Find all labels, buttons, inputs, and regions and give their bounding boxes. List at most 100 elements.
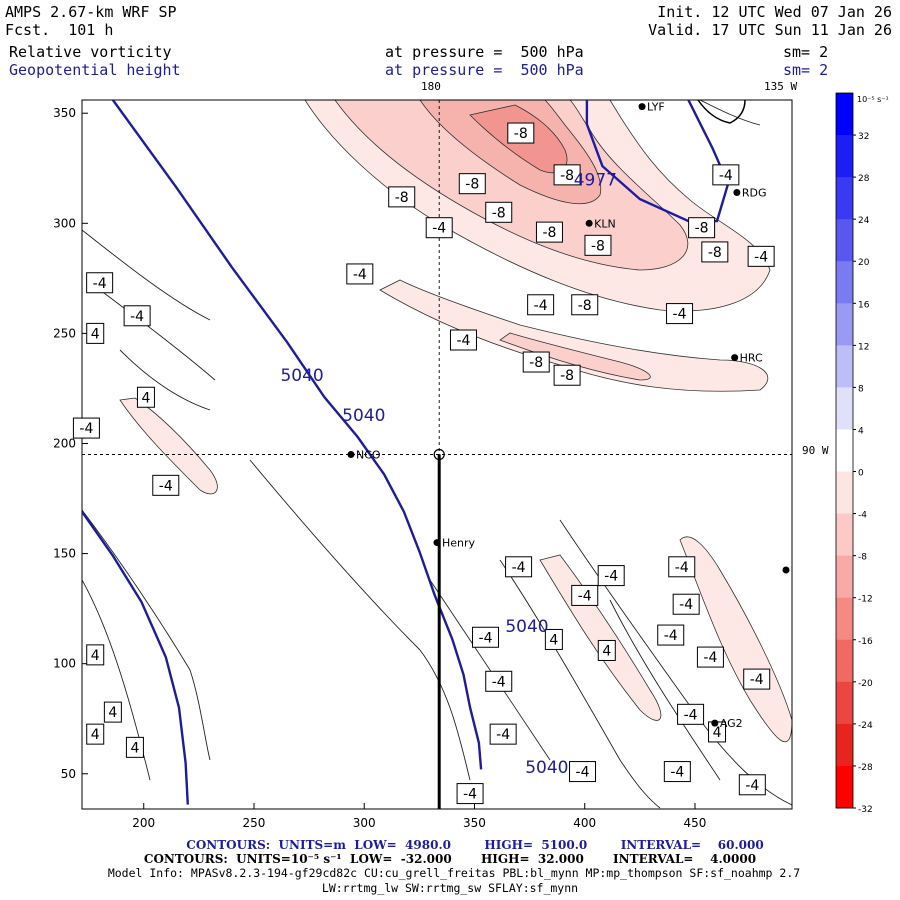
vorticity-contour-label: -4 — [670, 765, 684, 781]
vorticity-contour-label: -4 — [745, 778, 759, 794]
vorticity-contour-label: -4 — [492, 674, 506, 690]
vorticity-contour-label: -4 — [664, 628, 678, 644]
vorticity-label-box — [535, 221, 563, 243]
colorbar-swatch — [836, 429, 853, 473]
x-tick-label: 450 — [684, 816, 707, 830]
model-title: AMPS 2.67-km WRF SP — [5, 3, 177, 21]
vorticity-label-box — [449, 329, 477, 351]
vorticity-contour-label: -4 — [463, 787, 477, 803]
y-tick-label: 200 — [53, 436, 76, 450]
vorticity-contour-label: -8 — [591, 238, 605, 254]
vorticity-contour-label: 4 — [130, 740, 139, 756]
station-dot — [711, 719, 719, 727]
station-dot — [733, 188, 741, 196]
vorticity-label-box — [522, 351, 550, 373]
vort-line-3 — [119, 349, 211, 411]
vorticity-label-box — [738, 774, 766, 796]
station-dot — [585, 219, 593, 227]
field2-name: Geopotential height — [9, 61, 181, 79]
colorbar-tick-label: -16 — [858, 637, 873, 647]
colorbar-tick-label: -20 — [858, 679, 873, 689]
footer-physics-info: LW:rrtmg_lw SW:rrtmg_sw SFLAY:sf_mynn — [321, 881, 579, 895]
x-tick-label: 200 — [132, 816, 155, 830]
vorticity-label-box — [743, 668, 771, 690]
vorticity-label-box — [472, 626, 500, 648]
vorticity-label-box — [425, 217, 453, 239]
vorticity-contour-label: -4 — [79, 421, 93, 437]
colorbar-swatch — [836, 261, 853, 304]
vorticity-label-box — [346, 263, 374, 285]
x-tick-label: 300 — [353, 816, 376, 830]
station-label: LYF — [647, 101, 665, 114]
lon-label-135w: 135 W — [764, 80, 798, 93]
height-contour-label: 4977 — [574, 170, 617, 190]
height-contour-0 — [111, 100, 483, 770]
vorticity-label-box — [553, 164, 581, 186]
colorbar-tick-label: 28 — [858, 174, 870, 184]
x-tick-label: 250 — [243, 816, 266, 830]
vorticity-contour-label: -4 — [130, 309, 144, 325]
coastline — [697, 99, 746, 124]
colorbar-tick-label: 12 — [858, 342, 869, 352]
vorticity-label-box — [485, 670, 513, 692]
vorticity-label-box — [456, 783, 484, 805]
vorticity-label-box — [696, 646, 724, 668]
vorticity-label-box — [657, 624, 685, 646]
vorticity-contour-label: -8 — [492, 205, 506, 221]
colorbar-swatch — [836, 723, 853, 767]
colorbar-tick-label: -8 — [858, 553, 867, 563]
vort-line-7 — [499, 559, 661, 809]
vorticity-contour-label: -4 — [159, 478, 173, 494]
vorticity-label-box — [72, 417, 100, 439]
height-contour-label: 5040 — [342, 406, 385, 426]
vorticity-contour-label: 4 — [91, 648, 100, 664]
footer-height-contours: CONTOURS: UNITS=m LOW= 4980.0 HIGH= 5100… — [186, 838, 764, 852]
colorbar-unit: 10⁻⁵ s⁻¹ — [857, 95, 889, 104]
lon-label-180: 180 — [421, 80, 441, 93]
vorticity-label-box — [553, 364, 581, 386]
vorticity-contour-label: -4 — [512, 560, 526, 576]
vorticity-contour-label: -4 — [576, 765, 590, 781]
colorbar-tick-label: 0 — [858, 469, 864, 479]
vorticity-label-box — [505, 556, 533, 578]
vorticity-label-box — [701, 241, 729, 263]
vorticity-label-box — [663, 761, 691, 783]
vorticity-label-box — [747, 245, 775, 267]
station-dot — [433, 539, 441, 547]
station-dot-edge — [782, 566, 790, 574]
height-contour-label: 5040 — [525, 758, 568, 778]
vorticity-contour-label: -8 — [465, 177, 479, 193]
valid-time: Valid. 17 UTC Sun 11 Jan 26 — [648, 21, 892, 39]
vorticity-contour-label: -4 — [750, 672, 764, 688]
colorbar-frame — [835, 92, 854, 809]
station-dot — [638, 103, 646, 111]
vort-line-9 — [429, 579, 551, 761]
colorbar-swatch — [836, 345, 853, 388]
vort-line-6 — [249, 459, 471, 781]
vorticity-contour-label: -8 — [578, 298, 592, 314]
vorticity-contour-label: 4 — [91, 326, 100, 342]
colorbar-swatch — [836, 93, 853, 136]
y-tick-label: 50 — [61, 767, 76, 781]
vorticity-label-box — [485, 201, 513, 223]
colorbar-swatch — [836, 681, 853, 725]
vorticity-label-box — [584, 234, 612, 256]
vorticity-label-box — [86, 723, 105, 745]
vorticity-label-box — [152, 474, 180, 496]
station-label: Henry — [442, 537, 476, 550]
vorticity-label-box — [489, 723, 517, 745]
pole-marker — [433, 448, 445, 461]
vorticity-label-box — [666, 303, 694, 325]
station-dot — [731, 354, 739, 362]
station-label: KLN — [594, 217, 616, 230]
forecast-hour: Fcst. 101 h — [5, 21, 114, 39]
field1-pressure: at pressure = 500 hPa — [385, 43, 584, 61]
y-tick-label: 150 — [53, 547, 76, 561]
vorticity-label-box — [712, 164, 740, 186]
vorticity-label-box — [569, 761, 597, 783]
station-label: NCO — [356, 449, 381, 462]
colorbar-swatch — [836, 513, 853, 557]
vorticity-contour-label: -4 — [604, 569, 618, 585]
colorbar-tick-label: -4 — [858, 511, 867, 521]
